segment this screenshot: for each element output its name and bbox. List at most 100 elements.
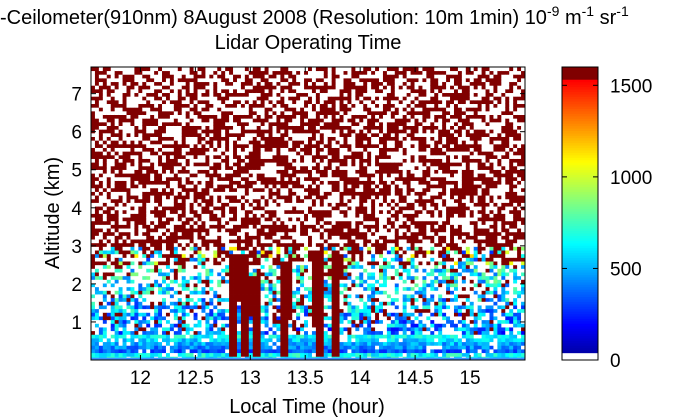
- heatmap-cell: [130, 191, 135, 196]
- heatmap-cell: [256, 275, 262, 280]
- heatmap-cell: [209, 110, 214, 116]
- heatmap-cell: [197, 140, 202, 145]
- heatmap-cell: [185, 305, 191, 310]
- heatmap-cell: [162, 121, 167, 126]
- heatmap-cell: [130, 74, 135, 79]
- heatmap-cell: [173, 165, 179, 170]
- heatmap-cell: [256, 118, 262, 123]
- heatmap-cell: [138, 217, 143, 222]
- heatmap-cell: [102, 250, 108, 255]
- heatmap-cell: [260, 283, 265, 288]
- heatmap-cell: [154, 246, 159, 251]
- heatmap-cell: [217, 140, 222, 145]
- heatmap-cell: [197, 301, 202, 306]
- heatmap-cell: [264, 308, 269, 313]
- heatmap-cell: [154, 224, 159, 229]
- heatmap-cell: [205, 261, 210, 266]
- heatmap-cell: [221, 217, 226, 222]
- heatmap-cell: [304, 107, 309, 112]
- heatmap-cell: [292, 187, 297, 192]
- heatmap-cell: [331, 143, 337, 148]
- heatmap-cell: [122, 301, 127, 306]
- heatmap-cell: [201, 143, 206, 148]
- heatmap-cell: [98, 92, 104, 97]
- heatmap-cell: [260, 312, 265, 317]
- heatmap-cell: [236, 96, 242, 101]
- heatmap-cell: [102, 162, 108, 167]
- heatmap-cell: [158, 231, 163, 236]
- heatmap-cell: [213, 349, 218, 354]
- heatmap-cell: [209, 283, 214, 288]
- heatmap-cell: [236, 162, 242, 167]
- heatmap-cell: [213, 67, 218, 72]
- heatmap-cell: [272, 228, 277, 233]
- heatmap-cell: [126, 261, 131, 266]
- heatmap-cell: [126, 286, 131, 291]
- heatmap-cell: [260, 257, 265, 262]
- heatmap-cell: [252, 165, 258, 170]
- heatmap-cell: [248, 85, 254, 90]
- heatmap-cell: [304, 209, 309, 214]
- heatmap-cell: [225, 217, 230, 222]
- heatmap-cell: [331, 323, 337, 328]
- heatmap-cell: [308, 198, 313, 203]
- heatmap-cell: [102, 206, 108, 211]
- heatmap-cell: [304, 228, 309, 233]
- heatmap-cell: [240, 191, 246, 196]
- heatmap-cell: [150, 202, 155, 207]
- heatmap-cell: [288, 312, 293, 317]
- heatmap-cell: [280, 85, 285, 90]
- title-exp2: -1: [582, 3, 595, 19]
- heatmap-cell: [201, 264, 206, 269]
- heatmap-cell: [229, 121, 234, 126]
- heatmap-cell: [327, 151, 333, 156]
- heatmap-cell: [165, 264, 171, 269]
- heatmap-cell: [233, 228, 238, 233]
- heatmap-cell: [94, 110, 100, 116]
- heatmap-cell: [142, 220, 147, 225]
- heatmap-cell: [185, 195, 191, 200]
- heatmap-cell: [181, 338, 187, 343]
- heatmap-cell: [252, 301, 258, 306]
- heatmap-cell: [181, 319, 187, 324]
- heatmap-cell: [150, 272, 155, 277]
- heatmap-cell: [327, 349, 333, 354]
- heatmap-cell: [240, 96, 246, 101]
- heatmap-cell: [110, 129, 116, 134]
- heatmap-cell: [126, 312, 131, 317]
- heatmap-cell: [213, 239, 218, 244]
- heatmap-cell: [177, 272, 183, 277]
- heatmap-cell: [134, 264, 139, 269]
- heatmap-cell: [323, 74, 329, 79]
- heatmap-cell: [292, 268, 297, 273]
- heatmap-cell: [300, 312, 305, 317]
- heatmap-cell: [205, 99, 210, 105]
- heatmap-cell: [110, 162, 116, 167]
- heatmap-cell: [91, 301, 96, 306]
- heatmap-cell: [304, 290, 309, 295]
- heatmap-cell: [134, 121, 139, 126]
- heatmap-cell: [134, 209, 139, 214]
- heatmap-cell: [233, 132, 238, 137]
- heatmap-cell: [217, 294, 222, 299]
- heatmap-cell: [308, 70, 313, 75]
- heatmap-cell: [154, 107, 159, 112]
- heatmap-cell: [110, 107, 116, 112]
- heatmap-cell: [165, 162, 171, 167]
- heatmap-cell: [177, 70, 183, 75]
- heatmap-cell: [98, 261, 104, 266]
- heatmap-cell: [138, 107, 143, 112]
- heatmap-cell: [288, 341, 293, 346]
- heatmap-cell: [221, 103, 226, 108]
- heatmap-cell: [256, 327, 262, 332]
- heatmap-cell: [114, 96, 120, 101]
- heatmap-cell: [150, 228, 155, 233]
- heatmap-cell: [240, 301, 246, 306]
- heatmap-cell: [292, 114, 297, 119]
- heatmap-cell: [193, 169, 198, 174]
- heatmap-cell: [181, 184, 187, 189]
- heatmap-cell: [189, 301, 194, 306]
- heatmap-cell: [221, 88, 226, 94]
- heatmap-cell: [311, 158, 317, 163]
- heatmap-cell: [260, 136, 265, 141]
